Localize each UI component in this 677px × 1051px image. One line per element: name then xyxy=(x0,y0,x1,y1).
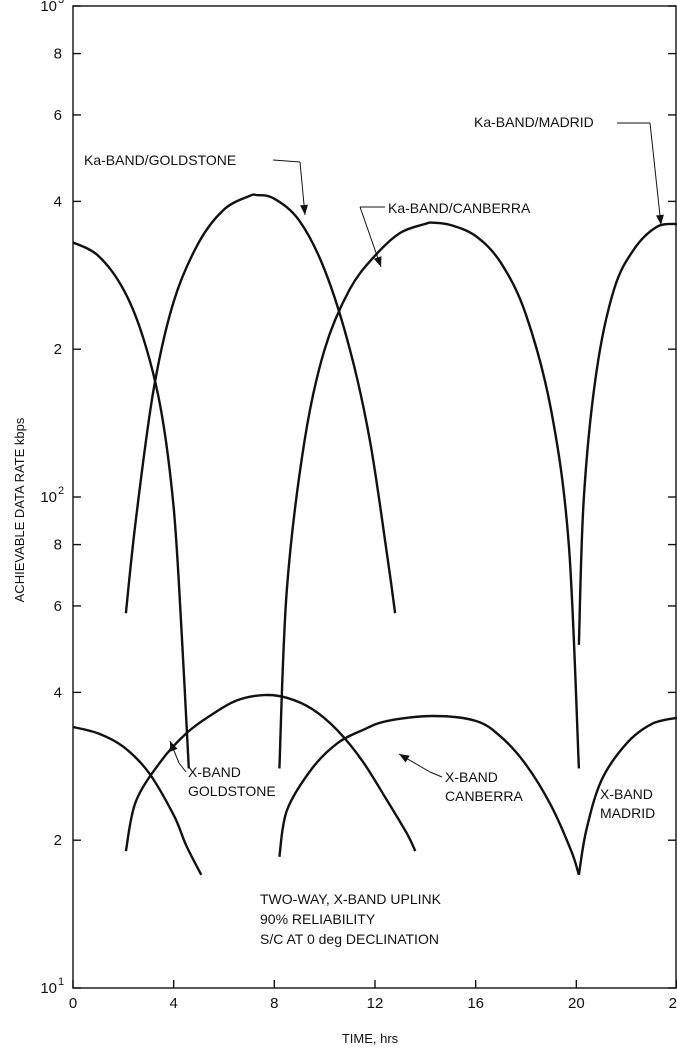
curve-ka-madrid-b xyxy=(579,224,677,645)
y-tick-label: 8 xyxy=(54,537,62,554)
curve-x-canberra xyxy=(279,716,579,875)
leader-line xyxy=(179,763,186,772)
arrowhead xyxy=(399,754,410,763)
curve-x-goldstone xyxy=(126,695,415,851)
arrowhead xyxy=(374,256,382,267)
y-tick-label: 10 xyxy=(40,980,57,997)
y-tick-label: 10 xyxy=(40,0,57,15)
note-line: TWO-WAY, X-BAND UPLINK xyxy=(260,891,442,907)
annotation-x-canberra: X-BAND CANBERRA xyxy=(445,769,523,804)
arrowhead xyxy=(300,205,308,215)
x-tick-label: 0 xyxy=(69,995,77,1012)
annotation-x-goldstone: X-BAND GOLDSTONE xyxy=(188,764,276,799)
annotation-line: GOLDSTONE xyxy=(188,783,276,799)
annotation-line: MADRID xyxy=(600,805,655,821)
curve-ka-goldstone xyxy=(126,195,395,614)
leader-line xyxy=(650,123,661,225)
annotation-line: X-BAND xyxy=(188,764,241,780)
x-tick-label: 4 xyxy=(169,995,177,1012)
y-tick-label: 4 xyxy=(54,684,62,701)
arrowhead xyxy=(656,215,664,225)
leader-line xyxy=(273,160,300,162)
leader-line xyxy=(430,772,442,777)
x-tick-label: 12 xyxy=(367,995,384,1012)
x-axis-title: TIME, hrs xyxy=(342,1031,399,1046)
x-tick-label: 20 xyxy=(568,995,585,1012)
annotation-ka-goldstone: Ka-BAND/GOLDSTONE xyxy=(84,152,236,168)
annotation-ka-canberra: Ka-BAND/CANBERRA xyxy=(388,200,531,216)
y-tick-label: 8 xyxy=(54,46,62,63)
y-tick-label: 2 xyxy=(54,341,62,358)
curve-ka-madrid-a xyxy=(73,242,189,768)
y-tick-label: 6 xyxy=(54,598,62,615)
y-tick-label: 2 xyxy=(54,832,62,849)
y-tick-label: 4 xyxy=(54,193,62,210)
annotation-line: X-BAND xyxy=(445,769,498,785)
note-line: S/C AT 0 deg DECLINATION xyxy=(260,931,439,947)
y-tick-label: 10 xyxy=(40,489,57,506)
annotation-line: X-BAND xyxy=(600,786,653,802)
curve-ka-canberra xyxy=(279,223,579,769)
data-curves xyxy=(73,195,677,875)
y-tick-exponent: 1 xyxy=(58,976,64,988)
annotation-line: CANBERRA xyxy=(445,788,523,804)
annotation-x-madrid: X-BAND MADRID xyxy=(600,786,655,821)
x-tick-label: 16 xyxy=(467,995,484,1012)
note-line: 90% RELIABILITY xyxy=(260,911,376,927)
annotation-line: Ka-BAND/GOLDSTONE xyxy=(84,152,236,168)
y-axis-title: ACHIEVABLE DATA RATE kbps xyxy=(12,417,27,602)
y-tick-exponent: 2 xyxy=(58,485,64,497)
y-tick-exponent: 3 xyxy=(58,0,64,6)
annotation-line: Ka-BAND/CANBERRA xyxy=(388,200,531,216)
conditions-note: TWO-WAY, X-BAND UPLINK 90% RELIABILITY S/C… xyxy=(260,891,442,947)
annotation-line: Ka-BAND/MADRID xyxy=(474,114,594,130)
annotation-ka-madrid: Ka-BAND/MADRID xyxy=(474,114,594,130)
y-tick-label: 6 xyxy=(54,107,62,124)
x-tick-label: 8 xyxy=(270,995,278,1012)
x-tick-label: 24 xyxy=(669,995,677,1012)
